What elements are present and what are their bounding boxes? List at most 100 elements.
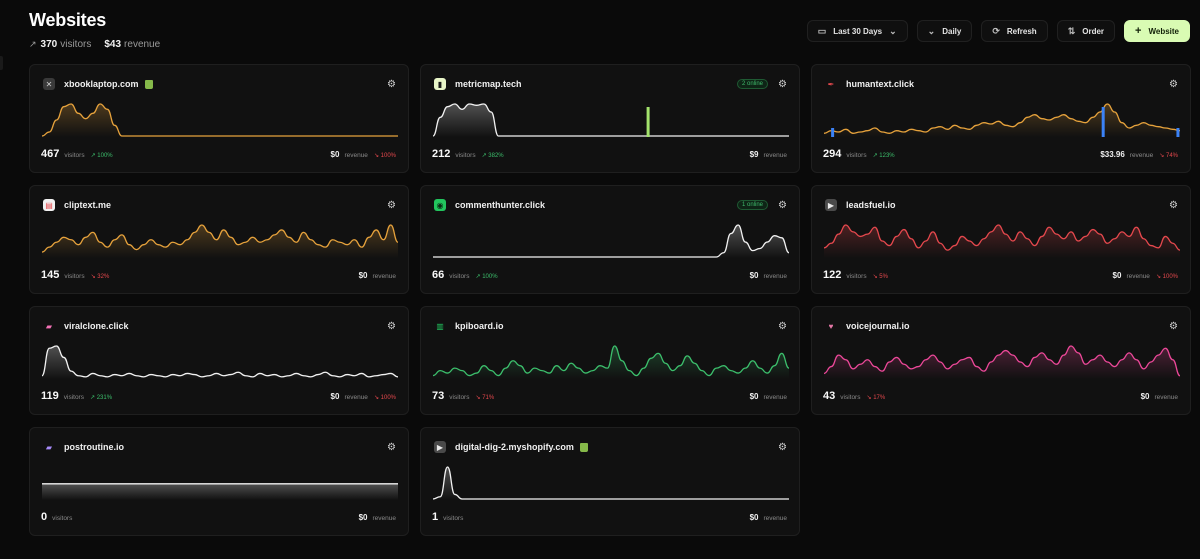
site-name: commenthunter.click: [455, 200, 546, 210]
revenue-amount: $0: [358, 271, 368, 280]
gear-icon[interactable]: ⚙: [387, 78, 396, 90]
sparkline-area: [433, 104, 789, 137]
sparkline-area: [824, 225, 1180, 258]
order-label: Order: [1082, 26, 1105, 36]
sparkline-line: [42, 224, 398, 253]
website-grid: ✕ xbooklaptop.com ⚙ 467 visitors ↗ 100% …: [29, 64, 1191, 536]
gear-icon[interactable]: ⚙: [387, 320, 396, 332]
visitors-label: visitors: [449, 273, 470, 280]
revenue-amount: $0: [358, 513, 368, 522]
total-revenue: $43: [104, 39, 122, 50]
order-button[interactable]: ⇅ Order: [1056, 20, 1116, 42]
sparkline-area: [42, 225, 398, 258]
site-name: viralclone.click: [64, 321, 129, 331]
website-card[interactable]: ♥ voicejournal.io ⚙ 43 visitors ↘ 17% $0…: [811, 306, 1191, 415]
visitors-label: visitors: [60, 39, 92, 50]
revenue-bar: [1176, 128, 1180, 137]
toolbar: ▭ Last 30 Days ⌄ ⌄ Daily ⟳ Refresh ⇅ Ord…: [806, 20, 1190, 42]
website-card[interactable]: ▮ metricmap.tech 2 online ⚙ 212 visitors…: [420, 64, 800, 173]
sparkline-line: [824, 345, 1180, 377]
revenue-amount: $0: [1112, 271, 1122, 280]
visitors-label: visitors: [846, 273, 867, 280]
visitors-change: ↘ 71%: [475, 395, 495, 401]
revenue-label: revenue: [372, 515, 397, 522]
visitors-sparkline: [824, 224, 1180, 258]
card-header: ▰ viralclone.click ⚙: [43, 320, 396, 332]
card-stats: 43 visitors ↘ 17% $0 revenue: [823, 390, 1178, 402]
card-stats: 145 visitors ↘ 32% $0 revenue: [41, 269, 396, 281]
gear-icon[interactable]: ⚙: [387, 441, 396, 453]
website-card[interactable]: ▰ postroutine.io ⚙ 0 visitors $0 revenue: [29, 427, 409, 536]
visitors-label: visitors: [840, 394, 861, 401]
online-badge: 2 online: [737, 79, 769, 89]
visitors-label: visitors: [63, 394, 84, 401]
site-name: voicejournal.io: [846, 321, 910, 331]
sort-icon: ⇅: [1067, 25, 1076, 36]
summary-visitors: ↗ 370 visitors: [29, 39, 91, 50]
revenue-amount: $9: [749, 150, 759, 159]
gear-icon[interactable]: ⚙: [778, 320, 787, 332]
gear-icon[interactable]: ⚙: [387, 199, 396, 211]
revenue-amount: $0: [749, 513, 759, 522]
gear-icon[interactable]: ⚙: [778, 78, 787, 90]
revenue-label: revenue: [124, 39, 161, 50]
visitors-sparkline: [42, 224, 398, 258]
shopify-icon: [144, 79, 153, 89]
revenue-label: revenue: [763, 515, 788, 522]
website-card[interactable]: ▤ cliptext.me ⚙ 145 visitors ↘ 32% $0 re…: [29, 185, 409, 294]
revenue-bar: [1101, 107, 1105, 137]
gear-icon[interactable]: ⚙: [778, 441, 787, 453]
revenue-amount: $0: [749, 392, 759, 401]
site-name: postroutine.io: [64, 442, 124, 452]
visitors-sparkline: [824, 103, 1180, 137]
website-card[interactable]: ▶ leadsfuel.io ⚙ 122 visitors ↘ 5% $0 re…: [811, 185, 1191, 294]
heart-icon: ♥: [828, 321, 834, 331]
online-badge: 1 online: [737, 200, 769, 210]
play-circle-icon: ▶: [434, 441, 446, 453]
trend-up-icon: ↗: [90, 153, 98, 159]
visitors-sparkline: [433, 345, 789, 379]
trend-down-icon: ↘: [90, 274, 98, 280]
revenue-label: revenue: [763, 152, 788, 159]
visitors-sparkline: [42, 345, 398, 379]
website-card[interactable]: ▶ digital-dig-2.myshopify.com ⚙ 1 visito…: [420, 427, 800, 536]
gear-icon[interactable]: ⚙: [778, 199, 787, 211]
gear-icon[interactable]: ⚙: [1169, 199, 1178, 211]
add-website-button[interactable]: + Website: [1124, 20, 1190, 42]
card-stats: 122 visitors ↘ 5% $0 revenue ↘ 100%: [823, 269, 1178, 281]
card-stats: 119 visitors ↗ 231% $0 revenue ↘ 100%: [41, 390, 396, 402]
visitors-sparkline: [433, 466, 789, 500]
revenue-label: revenue: [763, 273, 788, 280]
trend-down-icon: ↘: [1155, 274, 1163, 280]
interval-select[interactable]: ⌄ Daily: [916, 20, 973, 42]
card-header: ▤ cliptext.me ⚙: [43, 199, 396, 211]
card-stats: 66 visitors ↗ 100% $0 revenue: [432, 269, 787, 281]
revenue-bar: [831, 128, 835, 137]
site-name: cliptext.me: [64, 200, 112, 210]
visitor-count: 467: [41, 148, 60, 160]
website-card[interactable]: ▰ viralclone.click ⚙ 119 visitors ↗ 231%…: [29, 306, 409, 415]
card-header: ▰ postroutine.io ⚙: [43, 441, 396, 453]
revenue-amount: $0: [1140, 392, 1150, 401]
page-header: Websites ↗ 370 visitors $43 revenue: [29, 10, 173, 50]
gear-icon[interactable]: ⚙: [1169, 78, 1178, 90]
gear-icon[interactable]: ⚙: [1169, 320, 1178, 332]
trend-down-icon: ↘: [373, 153, 381, 159]
revenue-bar: [646, 107, 650, 137]
refresh-button[interactable]: ⟳ Refresh: [981, 20, 1048, 42]
website-card[interactable]: ◉ commenthunter.click 1 online ⚙ 66 visi…: [420, 185, 800, 294]
visitors-change: ↘ 5%: [872, 274, 888, 280]
sidebar-collapse-handle[interactable]: [0, 56, 3, 70]
website-card[interactable]: ✒ humantext.click ⚙ 294 visitors ↗ 123% …: [811, 64, 1191, 173]
sparkline-line: [42, 103, 398, 137]
date-range-label: Last 30 Days: [833, 26, 883, 36]
website-card[interactable]: ▥ kpiboard.io ⚙ 73 visitors ↘ 71% $0 rev…: [420, 306, 800, 415]
website-card[interactable]: ✕ xbooklaptop.com ⚙ 467 visitors ↗ 100% …: [29, 64, 409, 173]
site-name: xbooklaptop.com: [64, 79, 139, 89]
sparkline-line: [824, 103, 1180, 134]
revenue-label: revenue: [1129, 152, 1154, 159]
visitors-change: ↗ 100%: [475, 274, 498, 280]
card-header: ▮ metricmap.tech 2 online ⚙: [434, 78, 787, 90]
visitor-count: 122: [823, 269, 842, 281]
date-range-select[interactable]: ▭ Last 30 Days ⌄: [806, 20, 908, 42]
